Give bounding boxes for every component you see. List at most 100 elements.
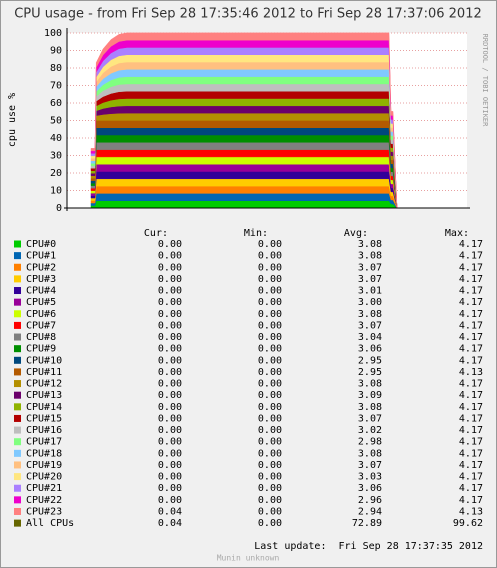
legend-label: CPU#8	[26, 332, 56, 343]
legend-swatch	[14, 438, 21, 446]
stat-value: 2.95	[358, 367, 382, 378]
stat-value: 3.00	[358, 297, 382, 308]
stat-value: 4.17	[459, 402, 483, 413]
legend-label: CPU#23	[26, 506, 62, 517]
legend-label: CPU#5	[26, 297, 56, 308]
stat-value: 0.00	[258, 367, 282, 378]
stat-value: 0.00	[158, 437, 182, 448]
legend-label: CPU#18	[26, 448, 62, 459]
stat-value: 0.00	[158, 332, 182, 343]
stat-value: 0.00	[158, 390, 182, 401]
legend-swatch	[14, 473, 21, 481]
stat-value: 3.06	[358, 483, 382, 494]
stat-value: 4.17	[459, 320, 483, 331]
legend-swatch	[14, 333, 21, 341]
stat-value: 0.00	[158, 425, 182, 436]
legend-label: CPU#3	[26, 274, 56, 285]
legend-label: CPU#13	[26, 390, 62, 401]
stat-value: 0.00	[158, 251, 182, 262]
stat-value: 2.95	[358, 355, 382, 366]
stat-value: 3.08	[358, 239, 382, 250]
y-tick-label: 50	[50, 116, 62, 127]
stat-value: 0.00	[158, 367, 182, 378]
y-tick-label: 60	[50, 98, 62, 109]
stat-value: 4.17	[459, 239, 483, 250]
stat-value: 0.00	[158, 355, 182, 366]
legend-label: CPU#17	[26, 437, 62, 448]
stat-value: 2.96	[358, 495, 382, 506]
stat-value: 3.07	[358, 460, 382, 471]
stat-value: 0.00	[258, 344, 282, 355]
legend-label: CPU#19	[26, 460, 62, 471]
stat-value: 4.17	[459, 483, 483, 494]
y-tick-label: 90	[50, 46, 62, 57]
stat-value: 0.00	[258, 460, 282, 471]
legend-swatch	[14, 310, 21, 318]
area	[90, 32, 398, 209]
column-header: Avg:	[344, 228, 368, 239]
stat-value: 3.01	[358, 286, 382, 297]
stat-value: 4.17	[459, 297, 483, 308]
stat-value: 3.06	[358, 344, 382, 355]
stat-value: 0.00	[158, 402, 182, 413]
stat-value: 3.08	[358, 448, 382, 459]
stat-value: 4.17	[459, 274, 483, 285]
legend-swatch	[14, 484, 21, 492]
stat-value: 4.17	[459, 355, 483, 366]
stat-value: 3.08	[358, 379, 382, 390]
stat-value: 0.00	[258, 320, 282, 331]
stat-value: 4.17	[459, 425, 483, 436]
footer: Munin unknown	[217, 554, 280, 563]
stat-value: 3.08	[358, 309, 382, 320]
stat-value: 0.00	[258, 402, 282, 413]
stat-value: 4.13	[459, 506, 483, 517]
stat-value: 3.09	[358, 390, 382, 401]
legend-swatch	[14, 414, 21, 422]
stat-value: 99.62	[453, 518, 483, 529]
legend-label: CPU#11	[26, 367, 62, 378]
legend-swatch	[14, 321, 21, 329]
legend-label: CPU#20	[26, 472, 62, 483]
legend-swatch	[14, 403, 21, 411]
stat-value: 4.17	[459, 309, 483, 320]
stat-value: 0.00	[158, 344, 182, 355]
stat-value: 3.07	[358, 274, 382, 285]
side-text: RRDTOOL / TOBI OETIKER	[481, 34, 489, 128]
legend-label: CPU#6	[26, 309, 56, 320]
y-tick-label: 70	[50, 81, 62, 92]
stat-value: 0.00	[158, 239, 182, 250]
y-tick-label: 80	[50, 63, 62, 74]
legend-label: CPU#9	[26, 344, 56, 355]
legend-label: CPU#22	[26, 495, 62, 506]
stat-value: 4.17	[459, 379, 483, 390]
stat-value: 0.04	[158, 518, 182, 529]
legend-swatch	[14, 426, 21, 434]
stat-value: 0.00	[158, 320, 182, 331]
y-tick-label: 30	[50, 151, 62, 162]
stat-value: 0.00	[158, 297, 182, 308]
legend-label: CPU#14	[26, 402, 62, 413]
legend-swatch	[14, 461, 21, 469]
legend-swatch	[14, 507, 21, 515]
stat-value: 3.07	[358, 413, 382, 424]
stat-value: 0.00	[158, 286, 182, 297]
stat-value: 0.00	[158, 379, 182, 390]
legend-swatch	[14, 345, 21, 353]
stat-value: 0.00	[258, 472, 282, 483]
stat-value: 4.17	[459, 390, 483, 401]
stat-value: 0.00	[258, 483, 282, 494]
stat-value: 0.00	[258, 239, 282, 250]
stat-value: 0.00	[258, 390, 282, 401]
legend-swatch	[14, 496, 21, 504]
legend-swatch	[14, 287, 21, 295]
legend-swatch	[14, 380, 21, 388]
stat-value: 4.17	[459, 437, 483, 448]
stat-value: 2.94	[358, 506, 382, 517]
y-tick-label: 100	[44, 28, 62, 39]
stat-value: 0.00	[158, 460, 182, 471]
column-header: Min:	[244, 228, 268, 239]
stat-value: 0.00	[258, 355, 282, 366]
stat-value: 0.00	[258, 297, 282, 308]
legend-label: CPU#21	[26, 483, 62, 494]
